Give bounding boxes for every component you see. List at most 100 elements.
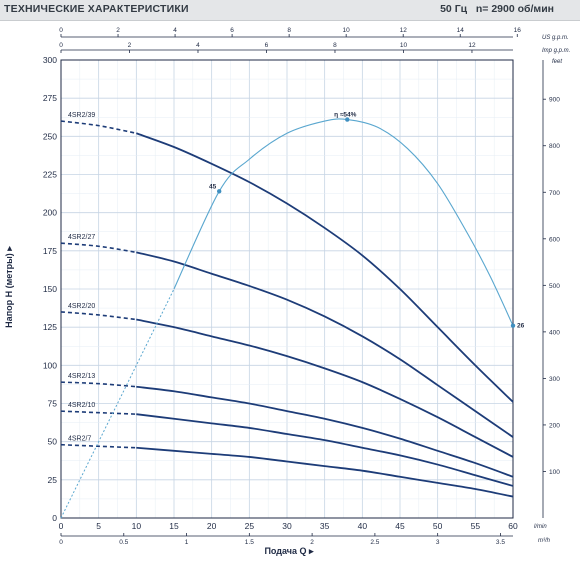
plot-border (60, 59, 514, 519)
us-gpm-tick-label: 8 (287, 27, 291, 34)
x-tick-label: 15 (169, 521, 179, 531)
x-tick-label: 40 (358, 521, 368, 531)
series-line (136, 251, 514, 438)
us-gpm-tick-label: 0 (59, 27, 63, 34)
secondary-axes (60, 34, 546, 537)
y-tick-label: 300 (43, 55, 57, 65)
m3h-tick-label: 1 (185, 539, 189, 546)
feet-tick-label: 500 (549, 283, 560, 290)
m3h-tick-label: 2 (310, 539, 314, 546)
header-specs: 50 Гц n= 2900 об/мин (440, 3, 554, 15)
grid (60, 59, 514, 519)
x-tick-label: 45 (395, 521, 405, 531)
y-axis-title: Напор H (метры) ▸ (4, 246, 14, 328)
plot-frame (60, 59, 514, 519)
unit-us-gpm: US g.p.m. (542, 35, 569, 41)
efficiency-label: 26 (517, 323, 525, 330)
feet-tick-label: 700 (549, 190, 560, 197)
y-axis-title-group: Напор H (метры) ▸ (4, 246, 14, 328)
y-tick-label: 50 (48, 437, 58, 447)
series-group: 4SR2/39 4SR2/27 4SR2/20 4SR2/13 4SR2/10 4SR2/… (60, 112, 514, 498)
imp-gpm-tick-label: 12 (468, 42, 476, 49)
y-tick-label: 200 (43, 208, 57, 218)
imp-gpm-tick-label: 0 (59, 42, 63, 49)
series-line-dashed (60, 410, 137, 415)
feet-tick-label: 100 (549, 469, 560, 476)
y-tick-label: 175 (43, 246, 57, 256)
series-line (136, 132, 514, 403)
series-label: 4SR2/13 (68, 373, 95, 380)
us-gpm-tick-label: 10 (343, 27, 351, 34)
x-tick-label: 30 (282, 521, 292, 531)
header-frequency: 50 Гц (440, 3, 468, 15)
feet-tick-label: 300 (549, 376, 560, 383)
us-gpm-tick-label: 6 (230, 27, 234, 34)
x-tick-label: 50 (433, 521, 443, 531)
x-tick-label: 60 (508, 521, 518, 531)
series-label: 4SR2/27 (68, 234, 95, 241)
x-axis-title-arrow: ▸ (308, 546, 314, 556)
imp-gpm-tick-label: 6 (265, 42, 269, 49)
feet-tick-label: 600 (549, 236, 560, 243)
efficiency-label: η ≈54% (334, 112, 357, 119)
series-label: 4SR2/20 (68, 303, 95, 310)
header-bar: ТЕХНИЧЕСКИЕ ХАРАКТЕРИСТИКИ 50 Гц n= 2900… (0, 0, 580, 21)
y-tick-label: 25 (48, 475, 58, 485)
y-tick-label: 100 (43, 360, 57, 370)
m3h-tick-label: 0 (59, 539, 63, 546)
series-label: 4SR2/39 (68, 112, 95, 119)
x-tick-label: 0 (59, 521, 64, 531)
series-line (136, 385, 514, 478)
y-axis-title-arrow: ▸ (4, 246, 14, 252)
y-tick-label: 150 (43, 284, 57, 294)
efficiency-point (345, 117, 350, 122)
unit-feet: feet (552, 59, 562, 65)
efficiency-curve-dashed (60, 288, 175, 519)
unit-m3h: m³/h (538, 538, 551, 544)
series-line-dashed (60, 242, 137, 254)
x-axis-title-text: Подача Q (264, 546, 306, 556)
unit-lmin: l/min (534, 524, 547, 530)
series-line (136, 318, 514, 458)
series-line (136, 446, 514, 498)
imp-gpm-tick-label: 4 (196, 42, 200, 49)
series-label: 4SR2/7 (68, 436, 91, 443)
us-gpm-tick-label: 2 (116, 27, 120, 34)
us-gpm-tick-label: 4 (173, 27, 177, 34)
series-line-dashed (60, 381, 137, 388)
efficiency-point (510, 323, 516, 328)
efficiency-group: 45 η ≈54% 26 (60, 112, 525, 519)
x-tick-label: 20 (207, 521, 217, 531)
efficiency-label: 45 (209, 183, 217, 190)
x-tick-label: 25 (245, 521, 255, 531)
header-speed: n= 2900 об/мин (475, 3, 554, 15)
x-tick-label: 10 (132, 521, 142, 531)
y-tick-label: 0 (52, 513, 57, 523)
series-line-dashed (60, 443, 137, 449)
x-tick-label: 35 (320, 521, 330, 531)
x-axis-title: Подача Q ▸ (264, 546, 314, 556)
feet-tick-label: 400 (549, 329, 560, 336)
x-tick-label: 55 (471, 521, 481, 531)
series-line-dashed (60, 120, 137, 135)
m3h-tick-label: 2.5 (370, 539, 379, 546)
efficiency-curve (173, 118, 514, 326)
header-title: ТЕХНИЧЕСКИЕ ХАРАКТЕРИСТИКИ (4, 3, 189, 15)
us-gpm-tick-label: 14 (457, 27, 465, 34)
series-label: 4SR2/10 (68, 402, 95, 409)
us-gpm-tick-label: 12 (400, 27, 408, 34)
m3h-tick-label: 3.5 (496, 539, 505, 546)
imp-gpm-tick-label: 10 (400, 42, 408, 49)
imp-gpm-tick-label: 8 (333, 42, 337, 49)
tick-labels: 0 2 4 6 8 10 12 14 16 0 2 4 6 8 10 12 0 0.5 1 1.5 2 2.5 3 3.5 10… (43, 27, 560, 546)
y-axis-title-text: Напор H (метры) (4, 253, 14, 328)
m3h-tick-label: 1.5 (245, 539, 254, 546)
y-tick-label: 275 (43, 93, 57, 103)
efficiency-point (217, 189, 222, 194)
y-tick-label: 75 (48, 399, 58, 409)
us-gpm-tick-label: 16 (514, 27, 522, 34)
unit-imp-gpm: Imp g.p.m. (542, 48, 570, 54)
feet-tick-label: 200 (549, 422, 560, 429)
